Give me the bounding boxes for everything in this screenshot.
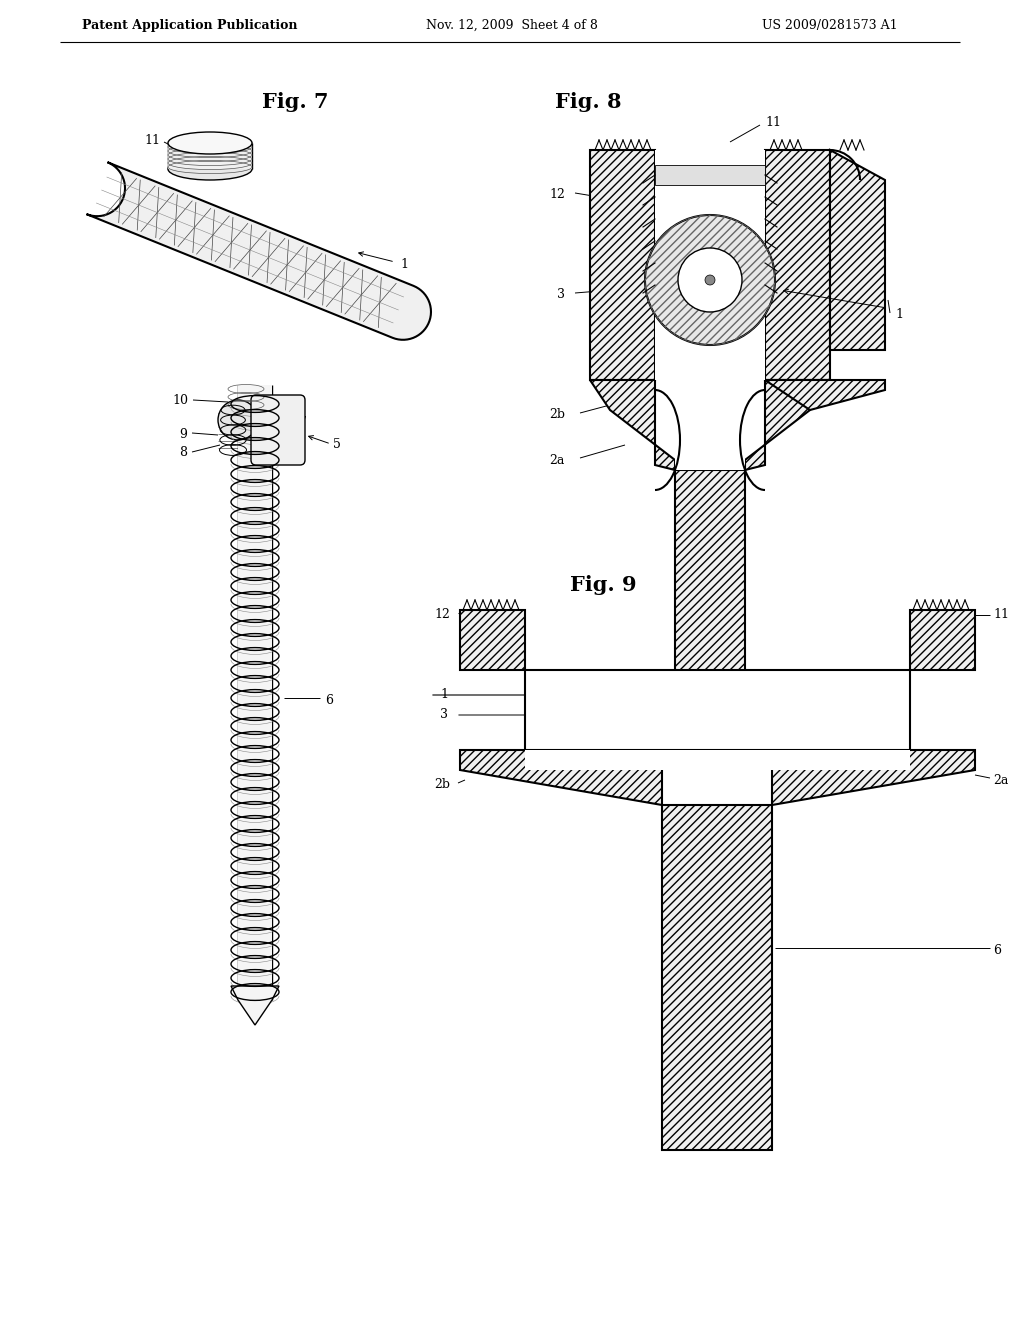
Circle shape <box>645 215 775 345</box>
Text: 11: 11 <box>993 609 1009 622</box>
Polygon shape <box>460 610 525 671</box>
Text: US 2009/0281573 A1: US 2009/0281573 A1 <box>762 18 898 32</box>
Bar <box>238 385 272 1001</box>
Ellipse shape <box>168 158 252 180</box>
Text: 9: 9 <box>179 429 187 441</box>
Text: 2b: 2b <box>434 779 450 792</box>
Text: 1: 1 <box>440 689 449 701</box>
Text: 1: 1 <box>400 259 408 272</box>
Bar <box>525 671 910 750</box>
Ellipse shape <box>168 132 252 154</box>
Polygon shape <box>590 380 675 470</box>
Text: 3: 3 <box>557 289 565 301</box>
Text: 10: 10 <box>172 393 188 407</box>
Polygon shape <box>772 750 975 805</box>
Polygon shape <box>662 805 772 1150</box>
Text: 11: 11 <box>144 135 160 148</box>
Text: 3: 3 <box>440 709 449 722</box>
Text: 2b: 2b <box>549 408 565 421</box>
Circle shape <box>705 275 715 285</box>
Text: Nov. 12, 2009  Sheet 4 of 8: Nov. 12, 2009 Sheet 4 of 8 <box>426 18 598 32</box>
Polygon shape <box>910 610 975 671</box>
Text: Fig. 8: Fig. 8 <box>555 92 622 112</box>
Bar <box>525 750 910 770</box>
Text: 2a: 2a <box>550 454 565 466</box>
Text: 1: 1 <box>895 309 903 322</box>
Bar <box>655 150 765 380</box>
Text: Patent Application Publication: Patent Application Publication <box>82 18 298 32</box>
Polygon shape <box>675 470 745 719</box>
Polygon shape <box>675 380 745 470</box>
Text: 5: 5 <box>333 438 341 451</box>
Polygon shape <box>830 150 885 350</box>
Polygon shape <box>86 162 431 339</box>
Polygon shape <box>231 986 279 1026</box>
Text: 7: 7 <box>299 416 307 429</box>
Text: 6: 6 <box>325 693 333 706</box>
Polygon shape <box>590 150 655 380</box>
Polygon shape <box>765 380 885 411</box>
Text: 8: 8 <box>179 446 187 459</box>
FancyBboxPatch shape <box>251 395 305 465</box>
Polygon shape <box>765 150 830 380</box>
Circle shape <box>678 248 742 312</box>
Text: Fig. 7: Fig. 7 <box>262 92 329 112</box>
Text: L: L <box>395 305 404 319</box>
Text: 2a: 2a <box>993 774 1009 787</box>
Polygon shape <box>745 380 830 470</box>
Bar <box>168 143 252 169</box>
Text: 11: 11 <box>765 116 781 128</box>
Text: 12: 12 <box>434 609 450 622</box>
Text: 12: 12 <box>549 189 565 202</box>
Bar <box>655 165 765 185</box>
Text: 6: 6 <box>993 944 1001 957</box>
Circle shape <box>218 400 258 440</box>
Polygon shape <box>460 750 662 805</box>
Text: Fig. 9: Fig. 9 <box>570 576 637 595</box>
